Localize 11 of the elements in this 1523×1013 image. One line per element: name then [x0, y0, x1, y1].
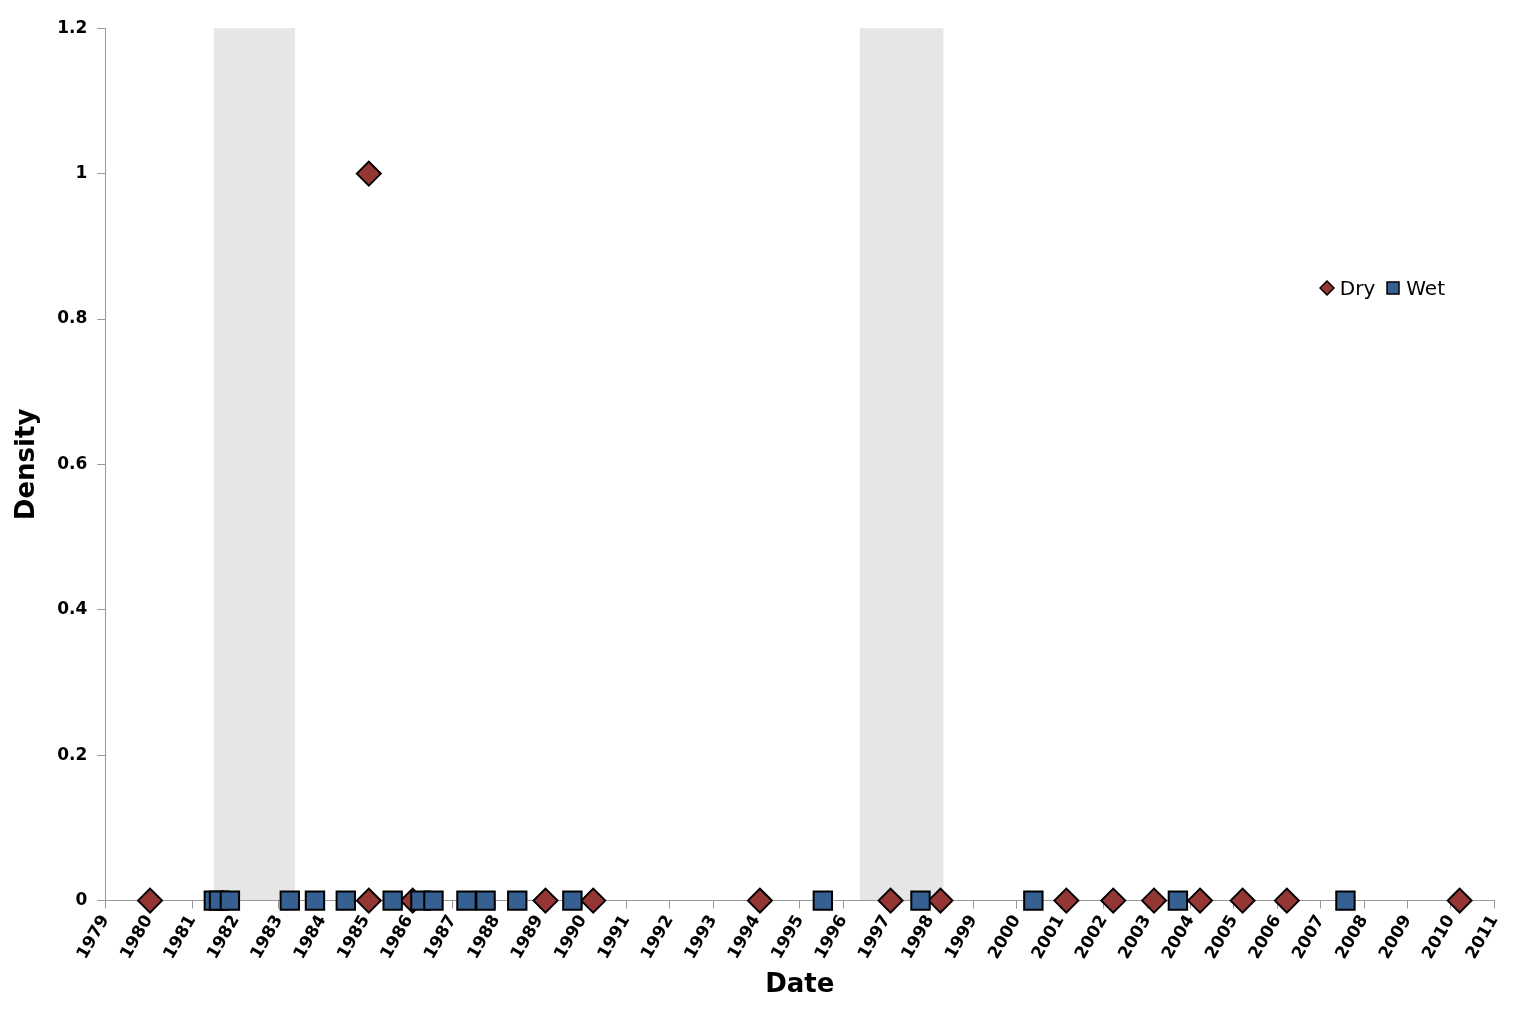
y-tick-label: 0.4	[57, 598, 88, 619]
y-axis-title: Density	[10, 408, 41, 521]
legend-label: Dry	[1339, 276, 1376, 300]
y-tick-label: 1	[75, 162, 88, 183]
legend-label: Wet	[1406, 276, 1445, 300]
x-axis-title: Date	[765, 968, 835, 999]
y-tick-label: 0	[75, 889, 88, 910]
y-tick-label: 0.8	[57, 307, 88, 328]
y-tick-label: 1.2	[57, 16, 88, 37]
y-tick-label: 0.6	[57, 452, 88, 473]
y-tick-label: 0.2	[57, 743, 88, 764]
